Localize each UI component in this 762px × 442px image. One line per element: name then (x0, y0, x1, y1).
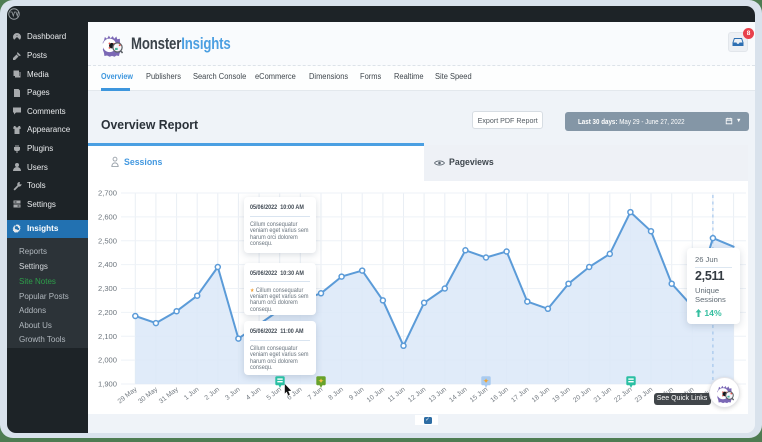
svg-text:2,300: 2,300 (98, 284, 117, 293)
svg-text:11 Jun: 11 Jun (387, 386, 407, 404)
svg-text:16 Jun: 16 Jun (489, 386, 510, 404)
svg-text:2,100: 2,100 (98, 332, 117, 341)
svg-text:12 Jun: 12 Jun (407, 386, 428, 404)
svg-text:9 Jun: 9 Jun (348, 386, 366, 402)
svg-text:17 Jun: 17 Jun (510, 386, 531, 404)
svg-text:10 Jun: 10 Jun (366, 386, 387, 404)
svg-text:3 Jun: 3 Jun (224, 386, 242, 402)
svg-text:30 May: 30 May (137, 386, 159, 406)
svg-text:1 Jun: 1 Jun (183, 386, 201, 402)
svg-text:2,700: 2,700 (98, 189, 117, 198)
svg-text:2,500: 2,500 (98, 236, 117, 245)
svg-text:29 May: 29 May (117, 386, 139, 406)
svg-text:8 Jun: 8 Jun (327, 386, 345, 402)
svg-text:13 Jun: 13 Jun (428, 386, 449, 404)
svg-text:18 Jun: 18 Jun (531, 386, 552, 404)
svg-text:19 Jun: 19 Jun (551, 386, 572, 404)
svg-text:14 Jun: 14 Jun (448, 386, 469, 404)
svg-text:✦: ✦ (318, 376, 325, 385)
svg-text:4 Jun: 4 Jun (245, 386, 263, 402)
svg-text:23 Jun: 23 Jun (634, 386, 655, 404)
svg-text:2,200: 2,200 (98, 308, 117, 317)
svg-text:1,900: 1,900 (98, 380, 117, 389)
svg-text:2,400: 2,400 (98, 260, 117, 269)
svg-text:21 Jun: 21 Jun (593, 386, 614, 404)
svg-text:2 Jun: 2 Jun (204, 386, 222, 402)
svg-text:31 May: 31 May (158, 386, 180, 406)
svg-text:20 Jun: 20 Jun (572, 386, 593, 404)
svg-text:2,000: 2,000 (98, 356, 117, 365)
svg-text:✦: ✦ (483, 376, 490, 385)
svg-text:2,600: 2,600 (98, 212, 117, 221)
